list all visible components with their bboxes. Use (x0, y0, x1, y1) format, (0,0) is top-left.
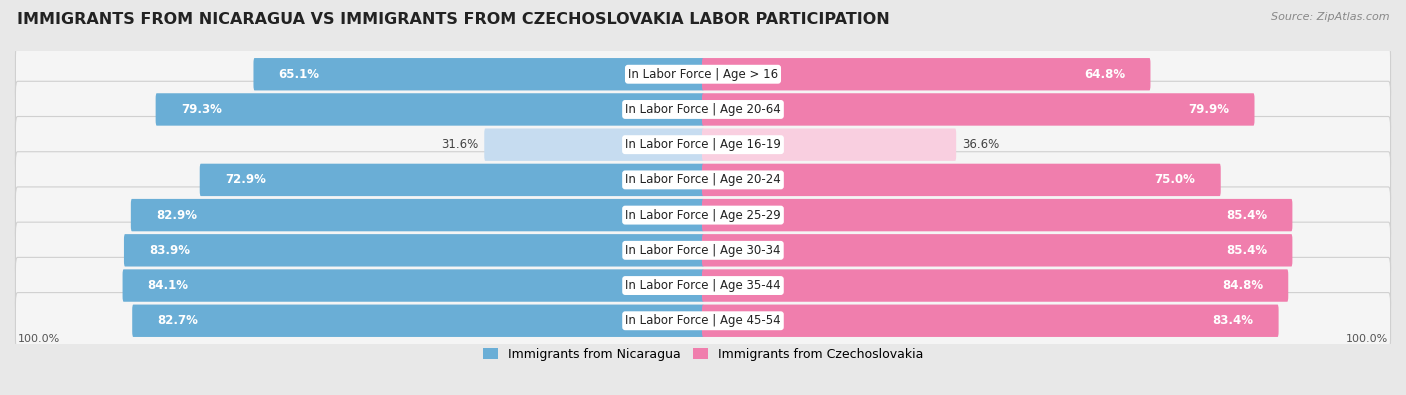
FancyBboxPatch shape (702, 199, 1292, 231)
Legend: Immigrants from Nicaragua, Immigrants from Czechoslovakia: Immigrants from Nicaragua, Immigrants fr… (482, 348, 924, 361)
FancyBboxPatch shape (15, 293, 1391, 349)
FancyBboxPatch shape (124, 234, 704, 267)
FancyBboxPatch shape (200, 164, 704, 196)
Text: In Labor Force | Age 35-44: In Labor Force | Age 35-44 (626, 279, 780, 292)
Text: 64.8%: 64.8% (1084, 68, 1125, 81)
Text: In Labor Force | Age 20-64: In Labor Force | Age 20-64 (626, 103, 780, 116)
Text: 100.0%: 100.0% (17, 334, 59, 344)
Text: In Labor Force | Age 20-24: In Labor Force | Age 20-24 (626, 173, 780, 186)
FancyBboxPatch shape (702, 128, 956, 161)
Text: 83.4%: 83.4% (1212, 314, 1254, 327)
Text: 65.1%: 65.1% (278, 68, 319, 81)
Text: 79.3%: 79.3% (181, 103, 222, 116)
FancyBboxPatch shape (15, 46, 1391, 102)
Text: 83.9%: 83.9% (149, 244, 190, 257)
Text: 31.6%: 31.6% (441, 138, 478, 151)
FancyBboxPatch shape (253, 58, 704, 90)
Text: 75.0%: 75.0% (1154, 173, 1195, 186)
Text: 82.7%: 82.7% (157, 314, 198, 327)
Text: Source: ZipAtlas.com: Source: ZipAtlas.com (1271, 12, 1389, 22)
FancyBboxPatch shape (15, 152, 1391, 208)
Text: 79.9%: 79.9% (1188, 103, 1229, 116)
FancyBboxPatch shape (702, 58, 1150, 90)
Text: 85.4%: 85.4% (1226, 244, 1267, 257)
Text: 100.0%: 100.0% (1347, 334, 1389, 344)
Text: 85.4%: 85.4% (1226, 209, 1267, 222)
Text: In Labor Force | Age 45-54: In Labor Force | Age 45-54 (626, 314, 780, 327)
FancyBboxPatch shape (15, 222, 1391, 278)
FancyBboxPatch shape (702, 164, 1220, 196)
FancyBboxPatch shape (132, 305, 704, 337)
FancyBboxPatch shape (122, 269, 704, 302)
FancyBboxPatch shape (15, 258, 1391, 314)
FancyBboxPatch shape (702, 93, 1254, 126)
Text: 36.6%: 36.6% (962, 138, 1000, 151)
FancyBboxPatch shape (156, 93, 704, 126)
Text: In Labor Force | Age > 16: In Labor Force | Age > 16 (628, 68, 778, 81)
FancyBboxPatch shape (702, 234, 1292, 267)
Text: In Labor Force | Age 30-34: In Labor Force | Age 30-34 (626, 244, 780, 257)
Text: In Labor Force | Age 16-19: In Labor Force | Age 16-19 (626, 138, 780, 151)
Text: 84.8%: 84.8% (1222, 279, 1263, 292)
Text: 84.1%: 84.1% (148, 279, 188, 292)
FancyBboxPatch shape (15, 117, 1391, 173)
FancyBboxPatch shape (702, 305, 1278, 337)
Text: IMMIGRANTS FROM NICARAGUA VS IMMIGRANTS FROM CZECHOSLOVAKIA LABOR PARTICIPATION: IMMIGRANTS FROM NICARAGUA VS IMMIGRANTS … (17, 12, 890, 27)
FancyBboxPatch shape (702, 269, 1288, 302)
FancyBboxPatch shape (15, 187, 1391, 243)
Text: 82.9%: 82.9% (156, 209, 197, 222)
FancyBboxPatch shape (131, 199, 704, 231)
Text: In Labor Force | Age 25-29: In Labor Force | Age 25-29 (626, 209, 780, 222)
Text: 72.9%: 72.9% (225, 173, 266, 186)
FancyBboxPatch shape (15, 81, 1391, 137)
FancyBboxPatch shape (484, 128, 704, 161)
